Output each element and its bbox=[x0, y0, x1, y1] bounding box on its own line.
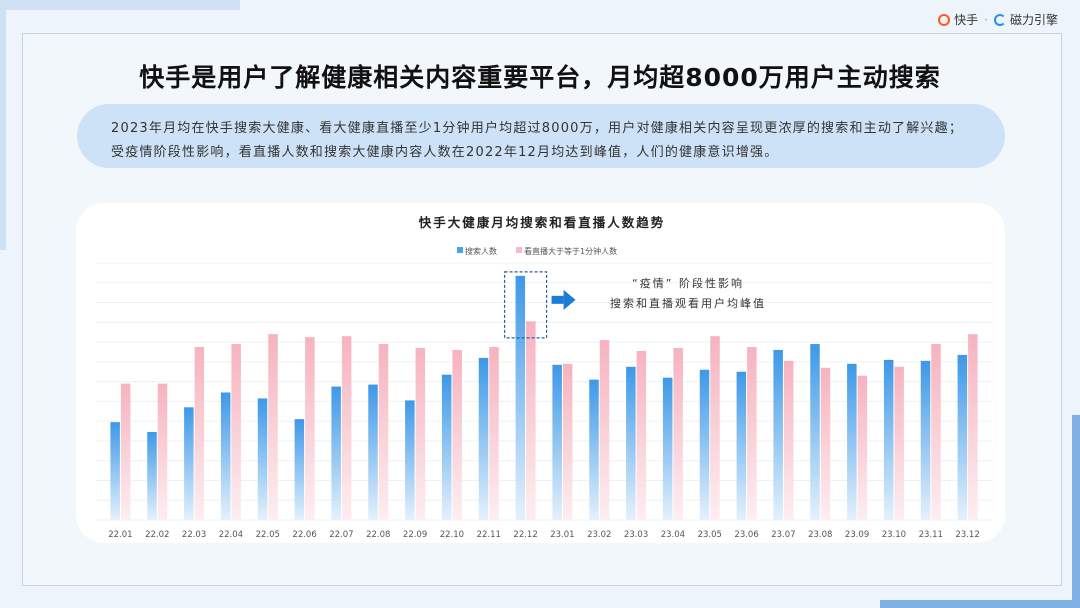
x-tick-label: 23.05 bbox=[698, 530, 722, 540]
bar-live-23.11 bbox=[931, 344, 941, 520]
x-tick-label: 22.01 bbox=[108, 530, 132, 540]
chart-title: 快手大健康月均搜索和看直播人数趋势 bbox=[419, 215, 666, 230]
bar-search-22.05 bbox=[257, 398, 268, 520]
bar-search-23.06 bbox=[736, 371, 747, 520]
x-tick-label: 22.12 bbox=[513, 530, 537, 540]
bar-live-23.03 bbox=[636, 350, 647, 520]
bar-search-22.06 bbox=[294, 419, 305, 520]
x-tick-label: 22.11 bbox=[477, 530, 501, 540]
bar-live-22.03 bbox=[194, 347, 205, 520]
brand-separator: · bbox=[984, 12, 988, 27]
slide-headline: 快手是用户了解健康相关内容重要平台，月均超8000万用户主动搜索 bbox=[139, 63, 941, 92]
bar-live-23.01 bbox=[562, 363, 573, 520]
bar-search-22.11 bbox=[478, 357, 489, 520]
x-tick-label: 22.02 bbox=[145, 530, 169, 540]
bar-live-22.06 bbox=[305, 337, 315, 520]
bar-live-22.01 bbox=[120, 383, 131, 520]
legend-label-live: 看直播大于等于1分钟人数 bbox=[524, 246, 617, 256]
x-tick-label: 23.09 bbox=[845, 530, 869, 540]
x-tick-label: 23.12 bbox=[955, 530, 979, 540]
cili-logo-icon bbox=[993, 13, 1006, 26]
x-tick-label: 22.03 bbox=[182, 530, 206, 540]
x-tick-label: 23.11 bbox=[919, 530, 943, 540]
bar-live-23.12 bbox=[968, 334, 978, 520]
x-tick-label: 22.09 bbox=[403, 530, 427, 540]
bar-search-22.08 bbox=[368, 384, 378, 520]
chart-area: 22.01 22.02 22.03 22.04 22.05 22.06 22.07 22.08… bbox=[96, 215, 992, 540]
bar-search-22.02 bbox=[147, 432, 157, 520]
bar-live-22.09 bbox=[415, 348, 426, 520]
bar-live-23.09 bbox=[857, 375, 868, 520]
bar-search-23.05 bbox=[699, 369, 710, 520]
brand-logo: 快手 · 磁力引擎 bbox=[938, 11, 1058, 28]
x-tick-label: 23.10 bbox=[882, 530, 906, 540]
x-tick-label: 23.07 bbox=[771, 530, 795, 540]
bar-live-22.08 bbox=[378, 344, 389, 520]
x-tick-label: 23.08 bbox=[808, 530, 832, 540]
arrow-right-icon bbox=[551, 289, 576, 310]
bar-search-22.12 bbox=[515, 275, 526, 520]
bar-search-22.04 bbox=[220, 392, 231, 520]
bar-search-22.07 bbox=[331, 386, 341, 520]
x-tick-label: 22.10 bbox=[440, 530, 464, 540]
bar-search-23.10 bbox=[883, 359, 894, 520]
x-tick-label: 23.01 bbox=[550, 530, 574, 540]
bar-search-23.12 bbox=[957, 354, 968, 520]
annotation-line-2: 搜索和直播观看用户均峰值 bbox=[610, 296, 766, 310]
bar-search-23.07 bbox=[773, 349, 783, 520]
bar-live-22.10 bbox=[452, 349, 462, 520]
bar-search-22.10 bbox=[441, 374, 452, 520]
bar-live-23.10 bbox=[894, 366, 904, 520]
kuaishou-logo-icon bbox=[938, 13, 951, 26]
legend-swatch-live bbox=[516, 247, 522, 253]
legend-label-search: 搜索人数 bbox=[465, 246, 497, 256]
x-tick-label: 23.02 bbox=[587, 530, 611, 540]
bar-live-23.08 bbox=[820, 367, 831, 520]
x-tick-label: 22.05 bbox=[256, 530, 280, 540]
decor-strip-left bbox=[0, 0, 6, 250]
brand-kuaishou: 快手 bbox=[954, 13, 979, 27]
x-tick-label: 22.06 bbox=[292, 530, 316, 540]
bar-live-22.07 bbox=[341, 336, 352, 520]
annotation-line-1: “疫情” 阶段性影响 bbox=[632, 276, 744, 290]
bar-search-22.03 bbox=[184, 407, 194, 520]
bar-live-23.06 bbox=[747, 347, 757, 520]
x-tick-label: 22.08 bbox=[366, 530, 390, 540]
bar-search-23.02 bbox=[589, 379, 599, 520]
brand-cili: 磁力引擎 bbox=[1009, 13, 1058, 27]
decor-strip-bottom bbox=[880, 600, 1080, 608]
bar-search-23.04 bbox=[662, 377, 673, 520]
bar-live-22.12 bbox=[526, 321, 536, 520]
bar-search-23.09 bbox=[847, 363, 857, 520]
bar-search-22.09 bbox=[405, 400, 415, 520]
bar-search-22.01 bbox=[110, 422, 120, 520]
bar-search-23.08 bbox=[810, 344, 820, 520]
x-tick-label: 22.04 bbox=[219, 530, 243, 540]
bar-live-23.02 bbox=[599, 340, 610, 520]
x-tick-label: 23.03 bbox=[624, 530, 648, 540]
chart-legend: 搜索人数 看直播大于等于1分钟人数 bbox=[457, 246, 617, 256]
bar-live-22.05 bbox=[268, 334, 278, 520]
highlight-box bbox=[503, 271, 548, 339]
x-tick-label: 22.07 bbox=[329, 530, 353, 540]
bar-search-23.01 bbox=[552, 364, 562, 520]
bar-live-22.04 bbox=[231, 344, 241, 520]
bar-search-23.03 bbox=[626, 366, 636, 520]
x-tick-label: 23.04 bbox=[661, 530, 685, 540]
bar-search-23.11 bbox=[920, 360, 931, 520]
legend-swatch-search bbox=[457, 247, 463, 253]
decor-strip-right bbox=[1072, 415, 1080, 608]
bar-live-22.11 bbox=[489, 347, 499, 520]
bar-live-23.07 bbox=[783, 360, 794, 520]
summary-box: 2023年月均在快手搜索大健康、看大健康直播至少1分钟用户均超过8000万，用户… bbox=[77, 104, 1005, 168]
decor-strip-top bbox=[0, 0, 240, 10]
bar-live-23.04 bbox=[673, 348, 683, 520]
bar-live-22.02 bbox=[157, 383, 168, 520]
bar-live-23.05 bbox=[710, 336, 720, 520]
x-tick-label: 23.06 bbox=[734, 530, 758, 540]
